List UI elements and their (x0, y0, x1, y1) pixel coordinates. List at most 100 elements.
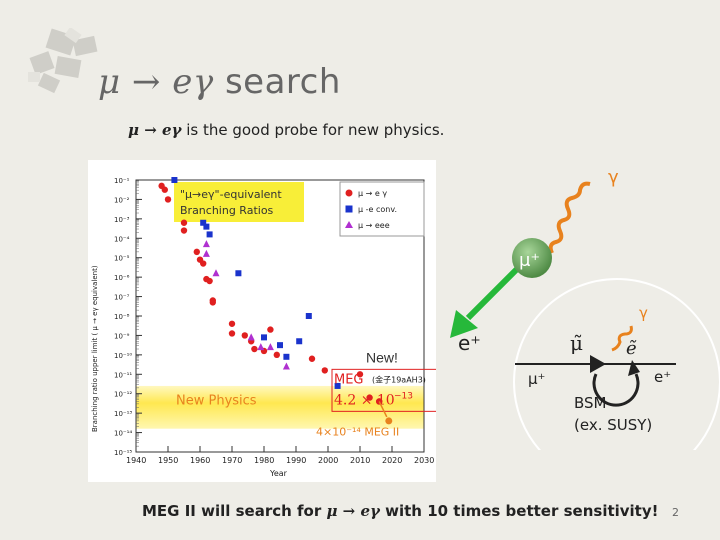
data-point (267, 326, 274, 333)
x-tick-label: 1950 (158, 456, 178, 465)
positron-arrowhead (450, 310, 478, 338)
new-physics-label: New Physics (176, 393, 257, 408)
chart-title-box (174, 182, 304, 222)
diagram-outline-circle (513, 278, 720, 450)
y-tick-label: 10⁻¹⁴ (114, 430, 132, 438)
data-point (228, 330, 236, 337)
data-point (202, 240, 210, 248)
data-point (247, 333, 255, 341)
data-point (200, 219, 207, 226)
x-tick-label: 2000 (318, 456, 338, 465)
y-tick-label: 10⁻¹⁰ (114, 352, 132, 360)
subtitle: μ → eγ is the good probe for new physics… (128, 121, 445, 139)
positron-arrow (465, 265, 521, 321)
gamma-loop-label: γ (639, 304, 648, 322)
y-tick-label: 10⁻² (114, 196, 130, 204)
chart-title-line1: "μ→eγ"-equivalent (180, 188, 282, 201)
mu-plus-center-label: μ⁺ (519, 250, 540, 271)
y-tick-label: 10⁻⁹ (114, 332, 130, 340)
y-tick-label: 10⁻⁶ (114, 274, 130, 282)
chart-panel: 10⁻¹ 10⁻² 10⁻³ 10⁻⁴ 10⁻⁵ 10⁻⁶ 10⁻⁷ 10⁻⁸ 10⁻⁹ 10⁻¹… (88, 160, 461, 482)
legend-marker (345, 221, 353, 228)
legend-marker (345, 205, 353, 213)
gamma-top-label: γ (608, 167, 619, 188)
data-point (200, 260, 207, 267)
data-point (321, 367, 328, 374)
data-point (266, 343, 274, 351)
meg-label: MEG (334, 372, 364, 387)
mu-plus-loop-label: μ⁺ (528, 370, 545, 388)
smuon-label: μ̃ (570, 331, 583, 355)
y-tick-label: 10⁻¹³ (114, 410, 132, 418)
x-tick-label: 2030 (414, 456, 434, 465)
x-tick-label: 2020 (382, 456, 402, 465)
meg-limit-exponent: −13 (394, 391, 413, 401)
y-tick-label: 10⁻¹ (114, 177, 130, 185)
photon-line-top (548, 181, 591, 254)
y-tick-label: 10⁻⁴ (114, 235, 130, 243)
x-axis-label: Year (269, 469, 288, 478)
meg2-label: 4×10⁻¹⁴ MEG II (316, 426, 399, 439)
y-tick-label: 10⁻⁷ (114, 294, 130, 302)
legend-label: μ → eee (358, 221, 390, 230)
data-point (282, 362, 290, 370)
logo-icon (28, 28, 98, 94)
y-axis-label: Branching ratio upper limit ( μ → eγ equ… (91, 265, 99, 432)
e-plus-loop-label: e⁺ (654, 368, 671, 386)
new-label: New! (366, 350, 398, 366)
data-point (228, 320, 236, 327)
data-point (334, 382, 341, 389)
data-point (277, 342, 283, 349)
data-point (193, 248, 200, 256)
meg2-arrow (378, 401, 388, 418)
data-point (161, 186, 168, 193)
chart-title-line2: Branching Ratios (180, 204, 274, 217)
bsm-label: BSM (574, 394, 607, 412)
data-point (202, 249, 210, 257)
x-tick-label: 1970 (222, 456, 242, 465)
data-point (206, 231, 213, 238)
photon-line-loop (611, 325, 633, 352)
meg-limit: 4.2 × 10 (334, 392, 395, 408)
legend-marker (345, 189, 353, 197)
data-point (171, 177, 178, 183)
data-point (305, 313, 312, 319)
data-point (356, 371, 364, 378)
e-plus-label: e⁺ (458, 331, 481, 355)
x-tick-label: 1990 (286, 456, 306, 465)
y-tick-label: 10⁻⁵ (114, 255, 130, 263)
data-point (257, 343, 265, 351)
muon-ball (512, 238, 552, 278)
data-point (203, 223, 210, 230)
data-point (206, 277, 213, 285)
y-tick-label: 10⁻¹⁵ (114, 449, 132, 457)
x-tick-label: 2010 (350, 456, 370, 465)
page-title: μ → eγ search (98, 62, 341, 102)
loop-arrow (628, 360, 640, 376)
meg-note: (金子19aAH3) (372, 374, 426, 384)
loop-arc (592, 373, 640, 407)
data-point (180, 219, 188, 226)
data-point (241, 332, 248, 339)
x-tick-label: 1980 (254, 456, 274, 465)
x-tick-label: 1940 (126, 456, 146, 465)
data-point (308, 355, 316, 362)
legend-label: μ -e conv. (358, 205, 397, 214)
data-point (235, 270, 242, 277)
bsm-example-label: (ex. SUSY) (574, 416, 652, 434)
data-point (180, 227, 188, 234)
smuon-arrow (590, 355, 606, 373)
data-point (273, 351, 280, 359)
data-point (251, 345, 258, 353)
footer-statement: MEG II will search for μ → eγ with 10 ti… (142, 502, 659, 520)
y-tick-label: 10⁻¹¹ (114, 371, 132, 379)
new-physics-band (136, 385, 424, 429)
branching-ratio-chart: 10⁻¹ 10⁻² 10⁻³ 10⁻⁴ 10⁻⁵ 10⁻⁶ 10⁻⁷ 10⁻⁸ 10⁻⁹ 10⁻¹… (91, 177, 461, 478)
legend-box (339, 181, 425, 237)
x-tick-label: 1960 (190, 456, 210, 465)
feynman-diagram: γ e⁺ μ⁺ γ μ̃ ẽ μ⁺ e⁺ BSM (ex. SUSY) (450, 167, 720, 450)
data-point (209, 299, 216, 306)
data-point (283, 353, 290, 360)
selectron-label: ẽ (626, 338, 637, 359)
y-tick-label: 10⁻³ (114, 216, 130, 224)
